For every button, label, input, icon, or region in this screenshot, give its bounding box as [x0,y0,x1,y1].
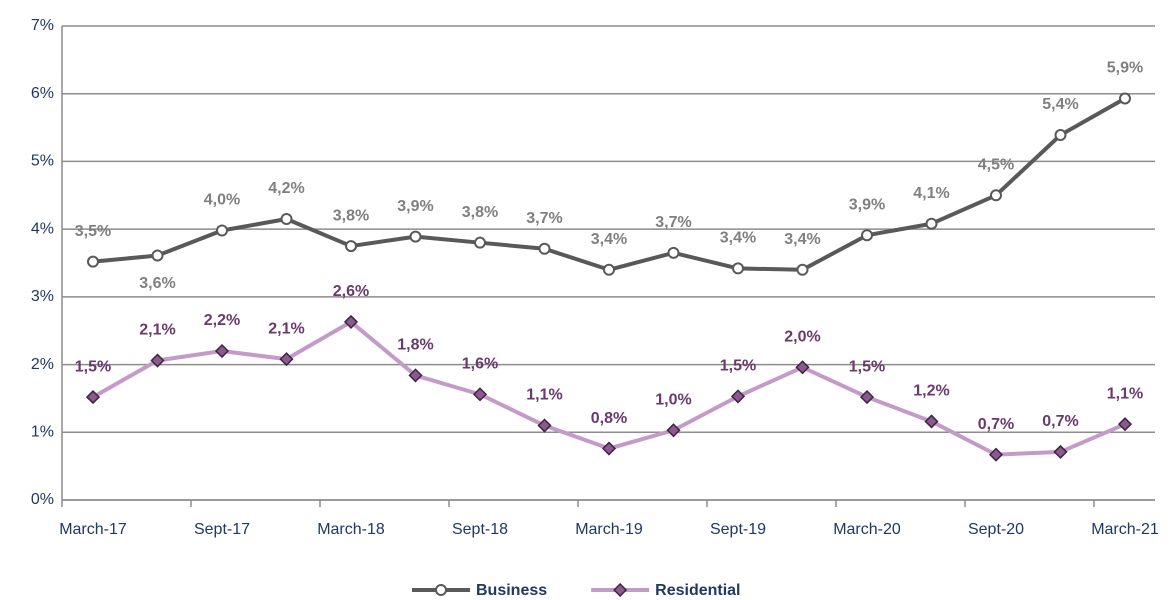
data-label: 3,4% [720,230,756,247]
x-tick-label: Sept-18 [452,521,508,538]
marker [280,212,293,225]
marker [601,441,617,456]
data-label: 0,8% [591,410,627,427]
marker [990,189,1002,202]
data-label: 1,2% [913,383,949,400]
data-label: 3,4% [591,231,627,248]
y-tick-label: 2% [31,356,54,373]
marker [732,262,744,275]
y-tick-label: 5% [31,153,54,170]
marker [603,263,615,276]
marker [925,217,938,230]
data-label: 3,9% [397,198,433,215]
marker [409,230,422,243]
x-tick-label: March-18 [317,521,385,538]
data-label: 3,4% [784,231,820,248]
data-label: 1,5% [75,358,111,375]
data-label: 5,9% [1107,60,1143,77]
marker [435,584,447,596]
marker [345,240,357,253]
data-label: 1,1% [1107,385,1143,402]
marker [859,390,875,405]
marker [279,352,294,367]
marker [861,229,873,242]
data-label: 3,9% [849,196,885,213]
marker [730,389,746,404]
legend-label: Residential [655,582,740,599]
data-label: 2,1% [268,320,304,337]
data-label: 4,1% [913,185,949,202]
data-label: 0,7% [978,416,1014,433]
marker [1119,92,1131,105]
x-tick-label: March-21 [1091,521,1159,538]
series-line [92,319,1126,457]
marker [216,224,228,237]
marker [474,236,486,249]
marker [538,242,551,255]
marker [1053,444,1068,459]
marker [150,353,165,368]
marker [408,368,423,383]
marker [613,582,628,598]
data-label: 4,2% [268,180,304,197]
x-tick-label: Sept-20 [968,521,1024,538]
marker [85,390,101,405]
x-tick-label: Sept-17 [194,521,250,538]
data-label: 2,6% [333,283,369,300]
marker [87,255,99,268]
data-label: 3,7% [655,214,691,231]
y-tick-label: 6% [31,85,54,102]
marker [537,418,552,433]
marker [795,360,810,375]
legend-label: Business [476,582,547,599]
marker [1054,129,1067,142]
data-label: 5,4% [1042,96,1078,113]
data-label: 1,0% [655,391,691,408]
data-label: 1,1% [526,387,562,404]
y-tick-label: 7% [31,17,54,34]
data-label: 2,2% [204,312,240,329]
data-label: 3,8% [462,204,498,221]
marker [666,423,681,438]
data-label: 1,8% [397,337,433,354]
marker [988,447,1004,462]
data-label: 4,5% [978,157,1014,174]
data-label: 2,1% [139,322,175,339]
marker [796,263,809,276]
marker [472,387,488,402]
y-tick-label: 3% [31,288,54,305]
data-label: 1,6% [462,356,498,373]
data-label: 3,8% [333,207,369,224]
data-label: 3,6% [139,275,175,292]
data-label: 0,7% [1042,413,1078,430]
x-tick-label: March-17 [59,521,127,538]
x-tick-label: March-19 [575,521,643,538]
data-label: 1,5% [720,358,756,375]
y-tick-label: 1% [31,424,54,441]
data-label: 1,5% [849,358,885,375]
data-label: 2,0% [784,328,820,345]
marker [151,249,164,262]
marker [214,343,230,359]
data-label: 3,5% [75,223,111,240]
y-tick-label: 0% [31,491,54,508]
data-label: 3,7% [526,210,562,227]
marker [343,314,359,329]
marker [1117,417,1133,432]
marker [924,414,939,429]
data-label: 4,0% [204,192,240,209]
x-tick-label: Sept-19 [710,521,766,538]
x-tick-label: March-20 [833,521,901,538]
y-tick-label: 4% [31,220,54,237]
marker [667,246,680,259]
